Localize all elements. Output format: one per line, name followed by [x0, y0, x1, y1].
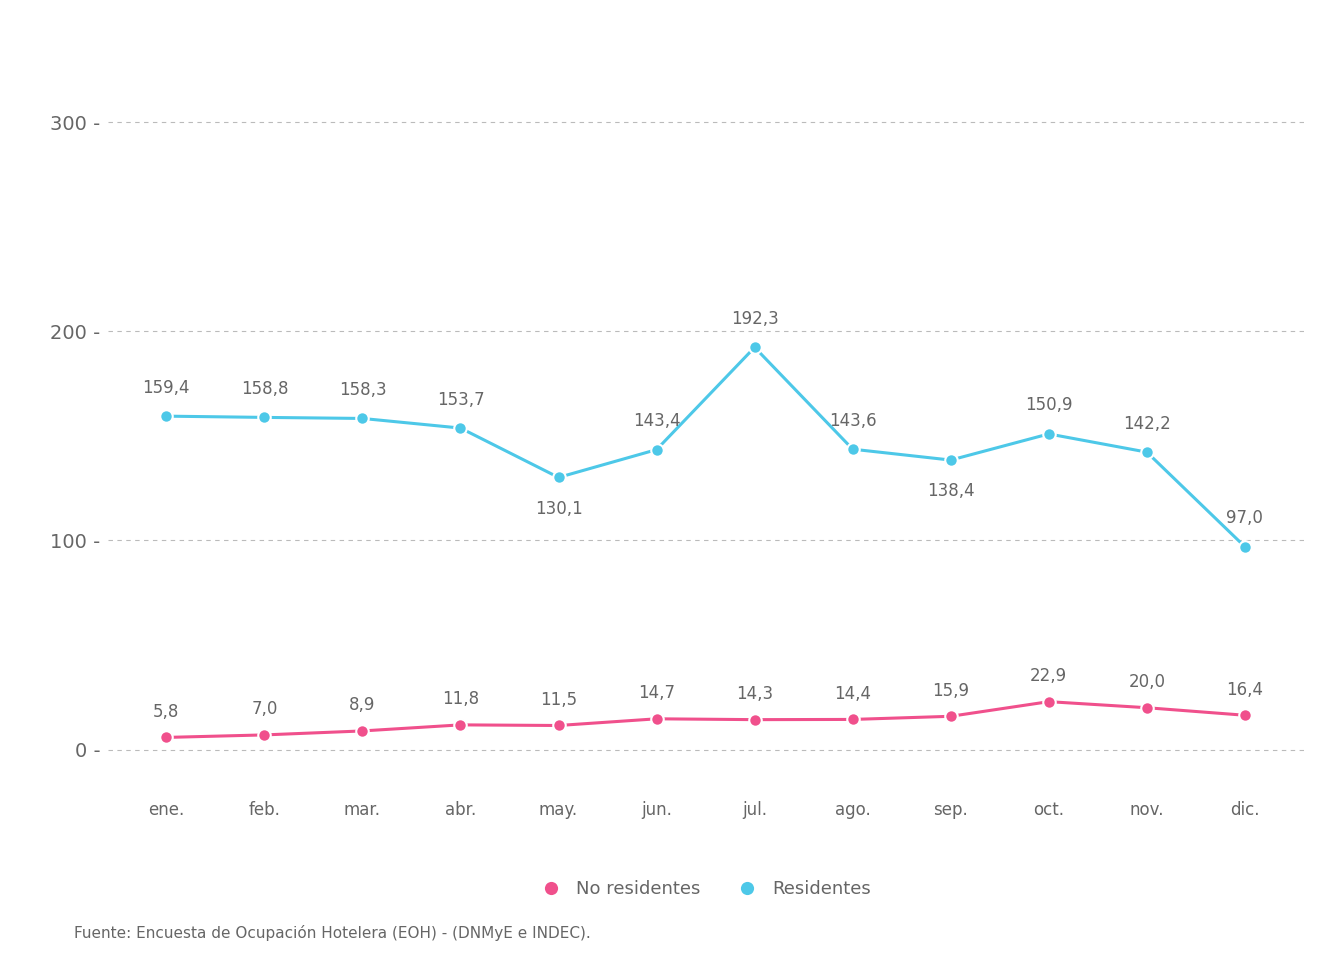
Text: 22,9: 22,9 [1031, 667, 1067, 685]
Text: 138,4: 138,4 [927, 482, 974, 500]
Legend: No residentes, Residentes: No residentes, Residentes [532, 873, 879, 905]
Text: 142,2: 142,2 [1124, 415, 1171, 433]
Text: 130,1: 130,1 [535, 499, 582, 517]
Text: 192,3: 192,3 [731, 310, 778, 328]
Text: 153,7: 153,7 [437, 391, 484, 409]
Text: Fuente: Encuesta de Ocupación Hotelera (EOH) - (DNMyE e INDEC).: Fuente: Encuesta de Ocupación Hotelera (… [74, 924, 590, 941]
Text: 158,8: 158,8 [241, 380, 288, 398]
Text: 159,4: 159,4 [142, 378, 190, 396]
Text: 5,8: 5,8 [153, 703, 180, 721]
Text: 7,0: 7,0 [251, 700, 278, 718]
Text: 14,7: 14,7 [638, 684, 675, 702]
Text: 150,9: 150,9 [1025, 396, 1073, 415]
Text: 14,3: 14,3 [737, 685, 773, 703]
Text: 14,4: 14,4 [835, 684, 871, 703]
Text: 11,8: 11,8 [442, 690, 478, 708]
Text: 8,9: 8,9 [349, 696, 375, 714]
Text: 143,6: 143,6 [829, 412, 876, 430]
Text: 158,3: 158,3 [339, 381, 386, 399]
Text: 143,4: 143,4 [633, 412, 680, 430]
Text: 11,5: 11,5 [540, 691, 577, 708]
Text: 97,0: 97,0 [1227, 509, 1263, 527]
Text: 16,4: 16,4 [1226, 681, 1263, 699]
Text: 20,0: 20,0 [1129, 673, 1165, 691]
Text: 15,9: 15,9 [933, 682, 969, 700]
